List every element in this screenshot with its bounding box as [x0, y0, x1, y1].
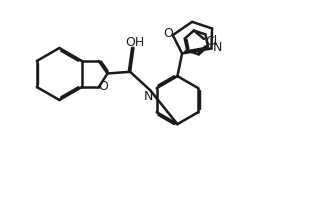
Text: O: O — [99, 80, 108, 93]
Text: N: N — [213, 41, 222, 54]
Text: OH: OH — [126, 36, 145, 49]
Text: N: N — [144, 90, 153, 103]
Text: O: O — [163, 27, 173, 40]
Text: Cl: Cl — [205, 35, 217, 48]
